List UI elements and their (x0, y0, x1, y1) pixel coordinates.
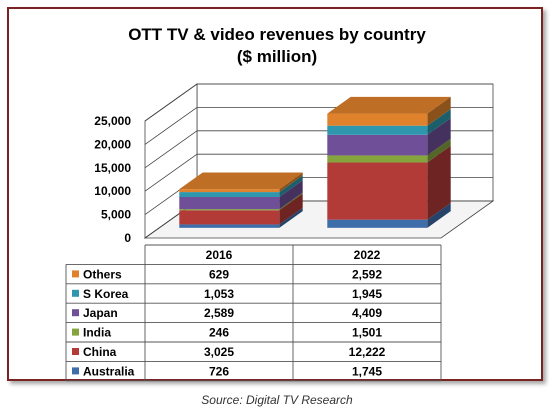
y-tick-label: 15,000 (94, 161, 131, 175)
bar-others-2016 (179, 189, 280, 193)
bar-s-korea-2016 (179, 192, 280, 198)
y-gridline-diag (144, 130, 198, 169)
y-gridline-diag (144, 107, 198, 145)
legend-label-china: China (83, 345, 117, 359)
bar-s-korea-2022 (327, 125, 428, 135)
data-label-s-korea-2016: 1,053 (204, 287, 234, 301)
bar-side-china-2022 (427, 145, 451, 220)
chart-canvas: OTT TV & video revenues by country ($ mil… (65, 25, 495, 382)
bar-side-india-2016 (279, 192, 303, 211)
chart-subtitle: ($ million) (237, 47, 317, 66)
bar-australia-2022 (327, 219, 428, 228)
bar-side-japan-2016 (279, 180, 303, 210)
y-tick-label: 20,000 (94, 137, 131, 151)
bar-others-2022 (327, 113, 428, 126)
data-label-india-2016: 246 (209, 326, 229, 340)
legend-label-s-korea: S Korea (83, 287, 129, 301)
table-header-2016: 2016 (206, 248, 233, 262)
chart-title: OTT TV & video revenues by country (128, 25, 426, 44)
legend-swatch-others (72, 270, 79, 278)
bar-japan-2022 (327, 134, 428, 156)
bar-side-others-2022 (427, 96, 451, 126)
y-tick-label: 25,000 (94, 114, 131, 128)
data-label-india-2022: 1,501 (352, 326, 382, 340)
legend-swatch-india (72, 328, 79, 336)
y-gridline-diag (144, 153, 198, 192)
bar-india-2016 (179, 209, 280, 211)
legend-label-japan: Japan (83, 306, 118, 320)
legend-swatch-australia (72, 367, 79, 375)
table-header-2022: 2022 (354, 248, 381, 262)
data-label-china-2016: 3,025 (204, 345, 234, 359)
bar-australia-2016 (179, 224, 280, 228)
bar-india-2022 (327, 155, 428, 163)
legend-swatch-s-korea (72, 289, 79, 297)
data-label-china-2022: 12,222 (349, 345, 386, 359)
y-gridline-diag (144, 83, 198, 122)
data-label-others-2022: 2,592 (352, 267, 382, 281)
legend-swatch-china (72, 348, 79, 355)
bar-side-s-korea-2022 (427, 109, 451, 135)
legend-label-others: Others (83, 267, 122, 281)
legend-label-india: India (83, 326, 111, 340)
bar-side-others-2016 (279, 172, 303, 193)
data-label-others-2016: 629 (209, 267, 229, 281)
y-tick-label: 0 (124, 231, 131, 245)
data-label-japan-2022: 4,409 (352, 306, 382, 320)
y-tick-label: 10,000 (94, 184, 131, 198)
bar-side-china-2016 (279, 193, 303, 225)
bar-top-2022 (327, 96, 451, 114)
data-label-australia-2022: 1,745 (352, 364, 382, 378)
data-label-japan-2016: 2,589 (204, 306, 234, 320)
bar-side-australia-2022 (427, 203, 451, 228)
data-label-australia-2016: 726 (209, 364, 229, 378)
bar-top-2016 (179, 172, 303, 190)
bar-china-2022 (327, 162, 428, 220)
source-caption: Source: Digital TV Research (201, 393, 353, 407)
legend-swatch-japan (72, 309, 79, 317)
legend-label-australia: Australia (83, 364, 135, 378)
bar-side-india-2022 (427, 138, 451, 163)
data-label-s-korea-2022: 1,945 (352, 287, 382, 301)
bar-side-australia-2016 (279, 207, 303, 228)
bar-japan-2016 (179, 197, 280, 210)
bar-side-s-korea-2016 (279, 175, 303, 198)
bar-china-2016 (179, 210, 280, 225)
bar-side-japan-2022 (427, 118, 451, 156)
y-tick-label: 5,000 (101, 208, 131, 222)
